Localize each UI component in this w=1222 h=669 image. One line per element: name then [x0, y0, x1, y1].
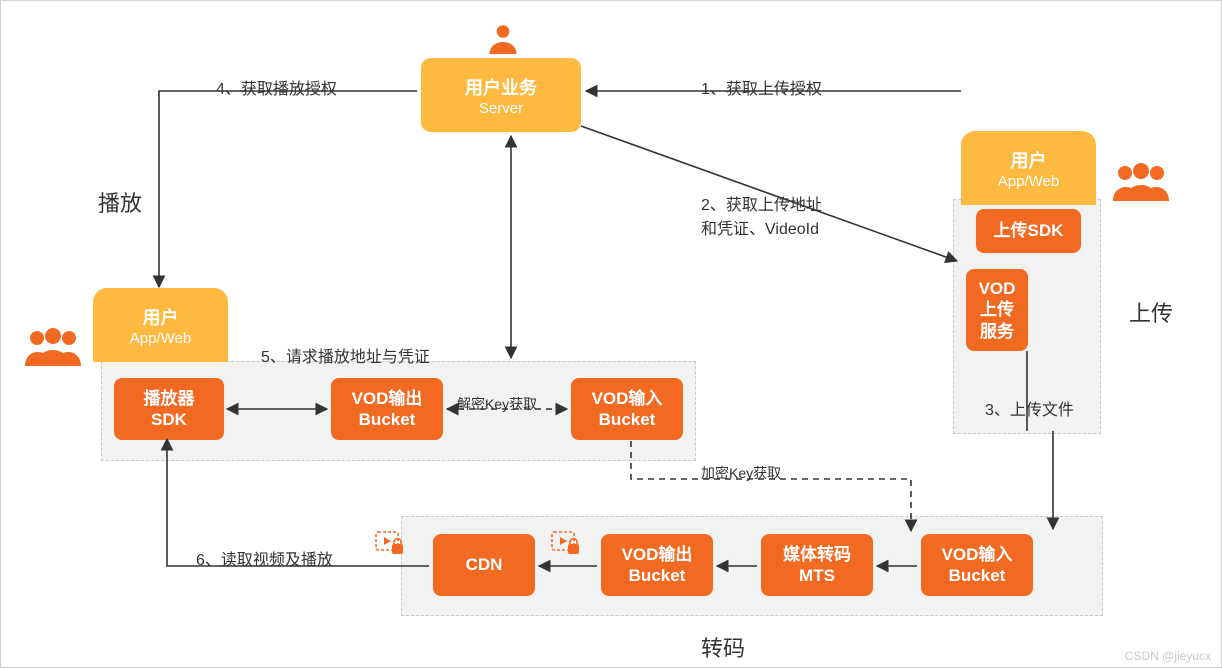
group-icon-right: [1111, 161, 1171, 203]
vod-in-top-l1: VOD输入: [592, 388, 663, 409]
node-vod-upload-svc: VOD 上传 服务: [966, 269, 1028, 351]
edge-label-dec: 解密Key获取: [457, 394, 537, 414]
vod-in-bot-l1: VOD输入: [942, 544, 1013, 565]
video-lock-icon: [375, 531, 405, 562]
group-icon-left: [23, 326, 83, 368]
server-title: 用户业务: [465, 78, 537, 100]
node-vod-in-bot: VOD输入 Bucket: [921, 534, 1033, 596]
vod-upload-svc-l1: VOD: [979, 278, 1016, 299]
vod-upload-svc-l3: 服务: [980, 321, 1014, 342]
cdn-l1: CDN: [466, 554, 503, 575]
edge-label-4: 4、获取播放授权: [216, 75, 337, 99]
vod-out-top-l1: VOD输出: [352, 388, 423, 409]
node-upload-sdk: 上传SDK: [976, 209, 1081, 253]
vod-in-top-l2: Bucket: [599, 409, 656, 430]
node-mts: 媒体转码 MTS: [761, 534, 873, 596]
node-vod-in-top: VOD输入 Bucket: [571, 378, 683, 440]
vod-upload-svc-l2: 上传: [980, 299, 1014, 320]
edge-label-2: 2、获取上传地址 和凭证、VideoId: [701, 191, 822, 239]
edge-label-6: 6、读取视频及播放: [196, 546, 333, 570]
node-server: 用户业务 Server: [421, 58, 581, 132]
edge-label-enc: 加密Key获取: [701, 463, 781, 483]
section-transcode: 转码: [701, 631, 745, 663]
vod-out-bot-l2: Bucket: [629, 565, 686, 586]
edge-e4: [159, 91, 417, 287]
section-play: 播放: [98, 186, 142, 218]
player-sdk-l1: 播放器: [144, 388, 195, 409]
edge-label-3: 3、上传文件: [985, 396, 1074, 420]
mts-l1: 媒体转码: [783, 544, 851, 565]
user-icon: [485, 21, 521, 57]
upload-sdk-label: 上传SDK: [994, 220, 1064, 241]
node-vod-out-top: VOD输出 Bucket: [331, 378, 443, 440]
user-left-title: 用户: [143, 308, 179, 330]
video-lock-icon: [551, 531, 581, 562]
node-user-left: 用户 App/Web: [93, 288, 228, 362]
watermark: CSDN @jieyucx: [1125, 649, 1211, 663]
mts-l2: MTS: [799, 565, 835, 586]
server-sub: Server: [479, 100, 523, 118]
vod-in-bot-l2: Bucket: [949, 565, 1006, 586]
user-right-sub: App/Web: [998, 173, 1059, 191]
player-sdk-l2: SDK: [151, 409, 187, 430]
node-user-right: 用户 App/Web: [961, 131, 1096, 205]
vod-out-bot-l1: VOD输出: [622, 544, 693, 565]
node-player-sdk: 播放器 SDK: [114, 378, 224, 440]
vod-out-top-l2: Bucket: [359, 409, 416, 430]
section-upload: 上传: [1129, 296, 1173, 328]
edge-label-5: 5、请求播放地址与凭证: [261, 343, 430, 367]
edge-label-1: 1、获取上传授权: [701, 75, 822, 99]
node-cdn: CDN: [433, 534, 535, 596]
node-vod-out-bot: VOD输出 Bucket: [601, 534, 713, 596]
user-left-sub: App/Web: [130, 330, 191, 348]
user-right-title: 用户: [1011, 151, 1047, 173]
